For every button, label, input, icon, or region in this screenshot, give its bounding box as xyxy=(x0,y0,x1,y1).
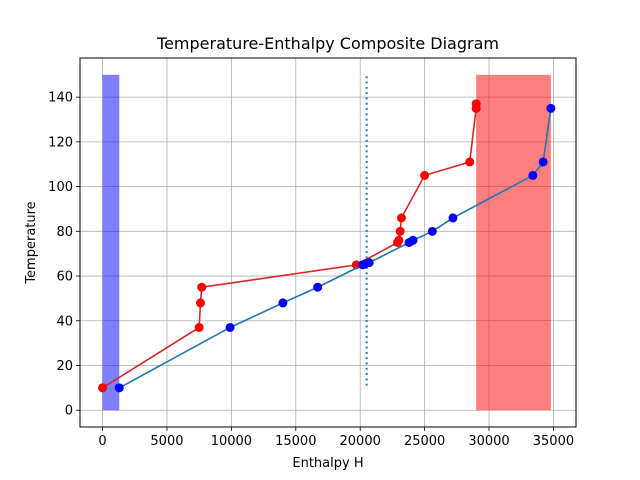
chart-title: Temperature-Enthalpy Composite Diagram xyxy=(156,34,499,53)
cold-data-point xyxy=(278,298,288,308)
x-tick-label: 25000 xyxy=(404,434,445,449)
y-tick-label: 40 xyxy=(56,314,73,329)
hot-data-point xyxy=(420,170,430,180)
hot-data-point xyxy=(394,235,404,245)
cold-data-point xyxy=(114,383,124,393)
cold-data-point xyxy=(408,235,418,245)
axis-ticks: 0 5000 10000 15000 20000 25000 30000 35000 0 20 40… xyxy=(48,91,574,449)
y-tick-label: 120 xyxy=(48,135,73,150)
cold-utility-region xyxy=(102,74,120,411)
hot-data-point xyxy=(471,99,481,109)
cold-data-point xyxy=(364,258,374,268)
hot-data-point xyxy=(465,157,475,167)
x-tick-label: 0 xyxy=(98,434,106,449)
hot-composite-series xyxy=(98,99,481,393)
hot-data-point xyxy=(195,298,205,308)
y-tick-label: 100 xyxy=(48,180,73,195)
x-tick-label: 30000 xyxy=(468,434,509,449)
hot-data-point xyxy=(194,322,204,332)
hot-data-point xyxy=(396,213,406,223)
hot-utility-region xyxy=(476,74,551,411)
plot-frame xyxy=(79,57,577,428)
x-tick-label: 10000 xyxy=(211,434,252,449)
x-tick-label: 15000 xyxy=(275,434,316,449)
x-tick-label: 20000 xyxy=(340,434,381,449)
y-tick-label: 20 xyxy=(56,359,73,374)
cold-composite-line xyxy=(118,108,552,389)
x-tick-label: 35000 xyxy=(533,434,574,449)
y-tick-label: 80 xyxy=(56,225,73,240)
data-series xyxy=(98,99,556,393)
cold-data-point xyxy=(546,103,556,113)
hot-data-point xyxy=(98,383,108,393)
cold-composite-series xyxy=(114,103,556,393)
x-axis-label: Enthalpy H xyxy=(292,456,363,471)
hot-data-point xyxy=(197,282,207,292)
x-tick-label: 5000 xyxy=(150,434,183,449)
cold-data-point xyxy=(538,157,548,167)
hot-data-point xyxy=(395,226,405,236)
y-tick-label: 60 xyxy=(56,270,73,285)
cold-data-point xyxy=(528,170,538,180)
cold-data-point xyxy=(427,226,437,236)
cold-data-point xyxy=(448,213,458,223)
shaded-regions xyxy=(102,74,551,411)
y-tick-label: 0 xyxy=(65,404,73,419)
cold-data-point xyxy=(225,322,235,332)
y-axis-label: Temperature xyxy=(24,201,39,284)
y-tick-label: 140 xyxy=(48,91,73,106)
cold-data-point xyxy=(313,282,323,292)
